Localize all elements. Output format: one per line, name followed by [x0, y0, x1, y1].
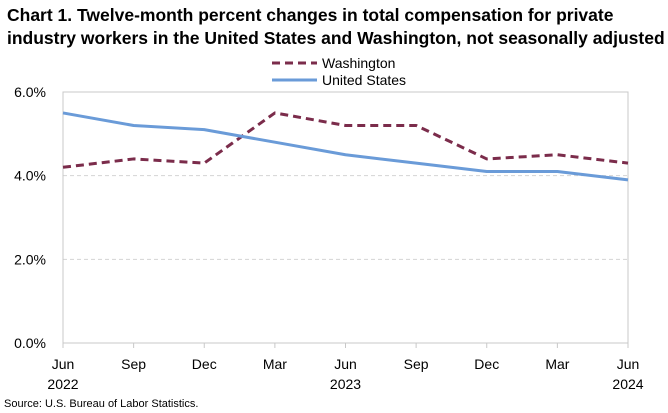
x-tick-label: Jun — [52, 356, 75, 372]
x-tick-label: Mar — [545, 356, 569, 372]
chart-title: Chart 1. Twelve-month percent changes in… — [7, 4, 667, 50]
y-tick-label: 6.0% — [14, 84, 46, 100]
legend-label: Washington — [322, 55, 395, 71]
y-axis: 0.0% 2.0% 4.0% 6.0% — [14, 84, 46, 351]
chart-title-line-2: industry workers in the United States an… — [7, 28, 665, 48]
x-year-label: 2024 — [612, 376, 643, 392]
x-tick-label: Dec — [474, 356, 499, 372]
chart-title-line-1: Chart 1. Twelve-month percent changes in… — [7, 5, 614, 25]
x-tick-label: Jun — [617, 356, 640, 372]
gridlines — [63, 175, 628, 260]
x-axis: Jun Sep Dec Mar Jun Sep Dec Mar Jun 2022 2023 2024 — [47, 343, 644, 392]
series-lines — [62, 111, 629, 182]
y-tick-label: 4.0% — [14, 168, 46, 184]
x-tick-label: Sep — [404, 356, 429, 372]
x-tick-label: Jun — [334, 356, 357, 372]
y-tick-label: 0.0% — [14, 335, 46, 351]
plot-area — [62, 91, 629, 344]
legend-label: United States — [322, 72, 406, 88]
x-tick-label: Sep — [121, 356, 146, 372]
x-tick-label: Dec — [192, 356, 217, 372]
series-line-united-states — [62, 111, 629, 182]
x-tick-label: Mar — [263, 356, 287, 372]
series-line-washington — [62, 111, 629, 169]
x-year-label: 2023 — [330, 376, 361, 392]
y-tick-label: 2.0% — [14, 251, 46, 267]
source-note: Source: U.S. Bureau of Labor Statistics. — [4, 398, 199, 410]
x-year-label: 2022 — [47, 376, 78, 392]
